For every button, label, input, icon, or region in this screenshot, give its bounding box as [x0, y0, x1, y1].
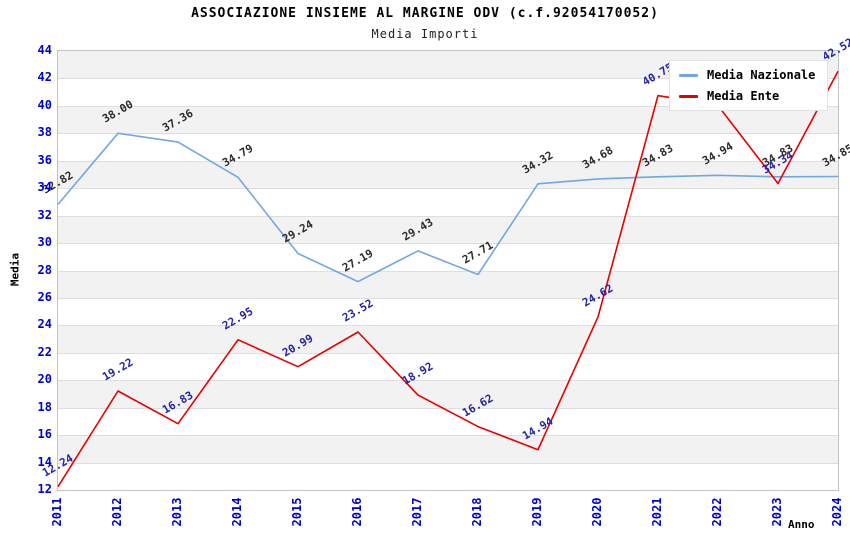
legend-swatch-nazionale-icon — [679, 73, 698, 77]
y-tick-label: 18 — [37, 399, 52, 414]
y-tick-label: 44 — [37, 43, 52, 57]
grid-band — [58, 270, 838, 298]
legend-item-media-nazionale: Media Nazionale — [679, 68, 815, 82]
legend-item-media-ente: Media Ente — [679, 89, 815, 103]
gridline — [58, 297, 838, 299]
gridline — [58, 78, 838, 80]
x-tick-label: 2022 — [710, 497, 724, 527]
media-ente-line — [57, 70, 839, 488]
gridline — [58, 133, 838, 135]
grid-band — [58, 243, 838, 271]
plot-area: 32.82 38.00 37.36 34.79 29.24 27.19 29.43 27.71… — [40, 36, 850, 491]
series-plot — [57, 70, 839, 488]
x-tick-label: 2023 — [770, 497, 784, 527]
media-nazionale-line — [57, 132, 839, 283]
x-tick-label: 2013 — [170, 497, 184, 527]
y-tick-label: 36 — [37, 152, 52, 167]
y-tick-label: 28 — [37, 262, 52, 277]
gridline — [58, 160, 838, 162]
chart-subtitle: Media Importi — [371, 27, 479, 41]
grid-band — [58, 462, 838, 490]
x-axis-title: Anno — [788, 518, 815, 531]
gridline — [58, 243, 838, 245]
legend-label: Media Ente — [707, 89, 780, 103]
y-tick-label: 40 — [37, 97, 52, 112]
grid-band — [58, 297, 838, 326]
y-tick-label: 26 — [37, 289, 52, 304]
gridline — [58, 462, 838, 464]
y-tick-label: 38 — [37, 125, 52, 140]
legend-label: Media Nazionale — [707, 68, 816, 82]
x-tick-label: 2021 — [650, 497, 664, 527]
x-tick-label: 2014 — [230, 497, 244, 527]
grid-band — [58, 133, 838, 161]
gridline — [58, 407, 838, 409]
x-tick-label: 2016 — [350, 497, 364, 527]
chart-title: ASSOCIAZIONE INSIEME AL MARGINE ODV (c.f… — [191, 6, 659, 21]
x-tick-label: 2018 — [470, 497, 484, 527]
x-tick-label: 2015 — [290, 497, 304, 527]
x-tick-label: 2020 — [590, 497, 604, 527]
x-tick-label: 2012 — [110, 497, 124, 527]
y-tick-label: 32 — [37, 207, 52, 222]
grid-band — [58, 188, 838, 216]
gridline — [58, 380, 838, 382]
y-tick-label: 12 — [37, 482, 52, 496]
grid-band — [58, 352, 838, 381]
grid-band — [58, 407, 838, 436]
grid-band — [58, 160, 838, 189]
x-tick-label: 2011 — [50, 497, 64, 527]
y-tick-label: 14 — [37, 454, 52, 469]
y-tick-label: 16 — [37, 427, 52, 442]
gridline — [58, 325, 838, 327]
gridline — [58, 270, 838, 272]
y-tick-label: 22 — [37, 344, 52, 359]
legend: Media Nazionale Media Ente — [669, 60, 829, 111]
legend-swatch-ente-icon — [679, 94, 698, 98]
grid-band — [58, 435, 838, 463]
x-tick-label: 2024 — [830, 497, 844, 527]
grid-band — [58, 325, 838, 353]
y-tick-label: 24 — [37, 317, 52, 332]
gridline — [58, 435, 838, 437]
y-tick-label: 34 — [37, 180, 52, 195]
gridline — [58, 188, 838, 190]
x-tick-label: 2017 — [410, 497, 424, 527]
y-tick-label: 42 — [37, 70, 52, 85]
x-tick-label: 2019 — [530, 497, 544, 527]
gridline — [58, 352, 838, 354]
grid-band — [58, 215, 838, 244]
grid-band — [58, 380, 838, 408]
y-tick-label: 30 — [37, 235, 52, 250]
gridline — [58, 105, 838, 107]
gridline — [58, 215, 838, 217]
y-tick-label: 20 — [37, 372, 52, 387]
